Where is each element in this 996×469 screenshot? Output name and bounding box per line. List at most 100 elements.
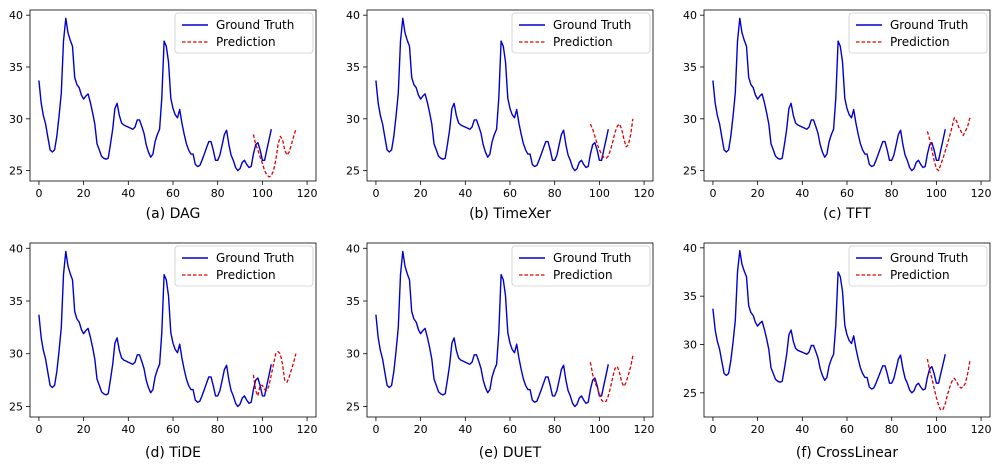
x-tick-label: 60 bbox=[840, 187, 854, 200]
x-tick-label: 40 bbox=[458, 423, 472, 436]
y-tick-label: 35 bbox=[9, 61, 23, 74]
legend-prediction-label: Prediction bbox=[216, 268, 276, 282]
prediction-line bbox=[589, 355, 634, 403]
y-tick-label: 25 bbox=[9, 400, 23, 413]
x-tick-label: 80 bbox=[548, 423, 562, 436]
x-tick-label: 80 bbox=[211, 423, 225, 436]
legend-prediction-label: Prediction bbox=[553, 268, 613, 282]
x-tick-label: 100 bbox=[252, 187, 273, 200]
prediction-line bbox=[926, 117, 971, 172]
x-tick-label: 120 bbox=[297, 187, 318, 200]
y-tick-label: 30 bbox=[346, 348, 360, 361]
chart-panel-5: 0 20 40 60 80 100 120 25 30 35 40 Ground Truth Predi… bbox=[346, 242, 655, 461]
y-tick-label: 30 bbox=[346, 113, 360, 126]
legend-prediction-label: Prediction bbox=[553, 35, 613, 49]
ground-truth-line bbox=[38, 250, 272, 408]
ground-truth-line bbox=[712, 17, 946, 172]
x-tick-label: 120 bbox=[297, 423, 318, 436]
y-tick-label: 40 bbox=[9, 9, 23, 22]
x-tick-label: 80 bbox=[885, 423, 899, 436]
prediction-line bbox=[589, 118, 634, 159]
chart-caption: (a) DAG bbox=[146, 206, 201, 222]
x-tick-label: 0 bbox=[709, 423, 716, 436]
x-tick-label: 0 bbox=[35, 187, 42, 200]
y-tick-label: 25 bbox=[9, 165, 23, 178]
y-tick-label: 30 bbox=[683, 339, 697, 352]
chart-panel-3: 0 20 40 60 80 100 120 25 30 35 40 Ground Truth Predi… bbox=[683, 9, 992, 222]
legend: Ground Truth Prediction bbox=[848, 245, 988, 287]
y-tick-label: 40 bbox=[346, 242, 360, 255]
legend-ground-truth-label: Ground Truth bbox=[890, 18, 968, 32]
chart-caption: (e) DUET bbox=[479, 445, 542, 461]
x-tick-label: 60 bbox=[840, 423, 854, 436]
x-tick-label: 40 bbox=[121, 187, 135, 200]
prediction-line bbox=[926, 358, 971, 411]
x-tick-label: 120 bbox=[971, 187, 992, 200]
x-tick-label: 20 bbox=[414, 423, 428, 436]
ground-truth-line bbox=[375, 250, 609, 408]
x-tick-label: 60 bbox=[166, 187, 180, 200]
legend: Ground Truth Prediction bbox=[511, 245, 651, 287]
y-tick-label: 30 bbox=[683, 113, 697, 126]
legend: Ground Truth Prediction bbox=[848, 12, 988, 54]
y-tick-label: 35 bbox=[9, 295, 23, 308]
x-tick-label: 100 bbox=[589, 187, 610, 200]
legend-box bbox=[511, 245, 651, 287]
x-tick-label: 40 bbox=[121, 423, 135, 436]
legend-ground-truth-label: Ground Truth bbox=[890, 251, 968, 265]
chart-caption: (c) TFT bbox=[823, 206, 871, 222]
y-tick-label: 25 bbox=[683, 165, 697, 178]
chart-panel-1: 0 20 40 60 80 100 120 25 30 35 40 Ground Truth Predi… bbox=[9, 9, 318, 222]
x-tick-label: 20 bbox=[77, 187, 91, 200]
y-tick-label: 40 bbox=[683, 9, 697, 22]
x-tick-label: 100 bbox=[926, 187, 947, 200]
x-tick-label: 40 bbox=[795, 187, 809, 200]
legend-box bbox=[848, 12, 988, 54]
x-tick-label: 120 bbox=[634, 423, 655, 436]
y-tick-label: 30 bbox=[9, 348, 23, 361]
x-tick-label: 20 bbox=[751, 187, 765, 200]
legend-prediction-label: Prediction bbox=[216, 35, 276, 49]
ground-truth-line bbox=[375, 17, 609, 172]
x-tick-label: 40 bbox=[458, 187, 472, 200]
legend-ground-truth-label: Ground Truth bbox=[553, 18, 631, 32]
y-tick-label: 40 bbox=[346, 9, 360, 22]
y-tick-label: 35 bbox=[346, 61, 360, 74]
ground-truth-line bbox=[38, 17, 272, 172]
y-tick-label: 40 bbox=[683, 242, 697, 255]
legend: Ground Truth Prediction bbox=[174, 245, 314, 287]
x-tick-label: 100 bbox=[252, 423, 273, 436]
y-tick-label: 35 bbox=[683, 61, 697, 74]
legend-ground-truth-label: Ground Truth bbox=[216, 251, 294, 265]
legend-box bbox=[174, 12, 314, 54]
x-tick-label: 60 bbox=[166, 423, 180, 436]
x-tick-label: 100 bbox=[926, 423, 947, 436]
chart-panel-2: 0 20 40 60 80 100 120 25 30 35 40 Ground Truth Predi… bbox=[346, 9, 655, 222]
x-tick-label: 100 bbox=[589, 423, 610, 436]
prediction-line bbox=[252, 350, 297, 397]
x-tick-label: 60 bbox=[503, 423, 517, 436]
y-tick-label: 30 bbox=[9, 113, 23, 126]
x-tick-label: 0 bbox=[372, 187, 379, 200]
chart-caption: (b) TimeXer bbox=[469, 206, 551, 222]
x-tick-label: 20 bbox=[751, 423, 765, 436]
legend-ground-truth-label: Ground Truth bbox=[216, 18, 294, 32]
legend-box bbox=[848, 245, 988, 287]
x-tick-label: 80 bbox=[885, 187, 899, 200]
x-tick-label: 0 bbox=[372, 423, 379, 436]
y-tick-label: 25 bbox=[683, 387, 697, 400]
legend-box bbox=[174, 245, 314, 287]
x-tick-label: 120 bbox=[971, 423, 992, 436]
legend: Ground Truth Prediction bbox=[174, 12, 314, 54]
chart-panel-4: 0 20 40 60 80 100 120 25 30 35 40 Ground Truth Predi… bbox=[9, 242, 318, 461]
legend-prediction-label: Prediction bbox=[890, 268, 950, 282]
chart-panel-6: 0 20 40 60 80 100 120 25 30 35 40 Ground Truth Predi… bbox=[683, 242, 992, 461]
y-tick-label: 25 bbox=[346, 165, 360, 178]
legend: Ground Truth Prediction bbox=[511, 12, 651, 54]
x-tick-label: 0 bbox=[35, 423, 42, 436]
x-tick-label: 20 bbox=[414, 187, 428, 200]
x-tick-label: 60 bbox=[503, 187, 517, 200]
x-tick-label: 80 bbox=[211, 187, 225, 200]
chart-caption: (f) CrossLinear bbox=[796, 445, 898, 461]
